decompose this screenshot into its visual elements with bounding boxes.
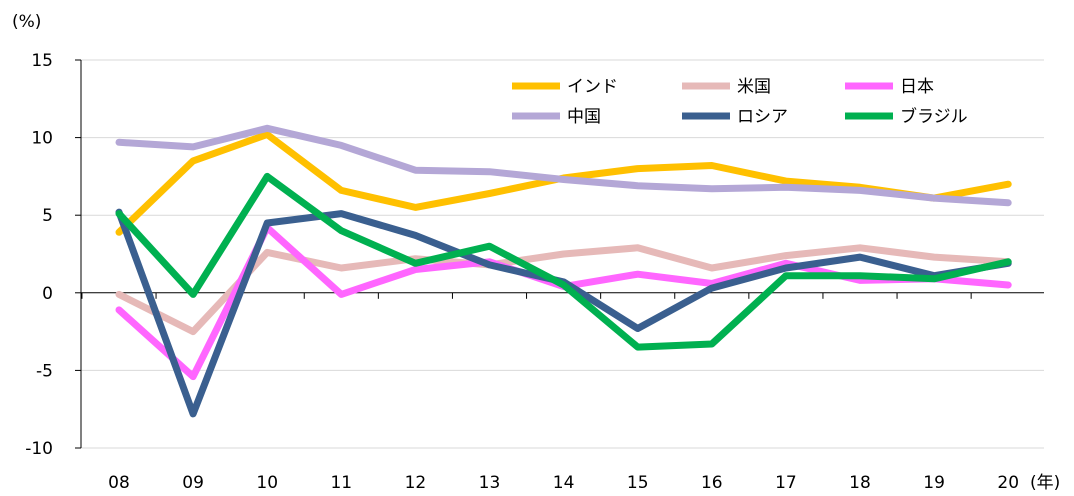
legend-label: 米国 (737, 77, 771, 97)
x-tick-label: 18 (849, 473, 871, 493)
legend-label: 日本 (900, 77, 934, 97)
x-tick-label: 16 (701, 473, 723, 493)
axes: 15 10 5 0 -5 -10 08 09 10 11 12 13 14 15 16 17 18 19 20 (25, 51, 1044, 493)
y-tick-label: 0 (42, 284, 53, 304)
x-tick-label: 14 (553, 473, 575, 493)
legend-label: 中国 (567, 107, 601, 127)
y-tick-label: -10 (25, 439, 53, 459)
series-line (115, 172, 1012, 351)
legend-label: ブラジル (900, 106, 968, 127)
x-tick-label: 13 (479, 473, 501, 493)
y-tick-label: -5 (36, 361, 53, 381)
series-line (115, 244, 1012, 336)
x-tick-label: 20 (997, 473, 1019, 493)
x-axis-unit-label: (年) (1030, 473, 1060, 493)
series-line (115, 131, 1012, 236)
x-tick-label: 08 (108, 473, 130, 493)
x-tick-label: 10 (256, 473, 278, 493)
y-tick-label: 15 (31, 51, 53, 71)
x-tick-label: 15 (627, 473, 649, 493)
x-tick-label: 17 (775, 473, 797, 493)
legend-label: インド (567, 77, 618, 97)
x-tick-label: 09 (182, 473, 204, 493)
series-lines (115, 124, 1012, 418)
y-tick-label: 5 (42, 206, 53, 226)
series-line (115, 124, 1012, 207)
y-tick-label: 10 (31, 129, 53, 149)
x-tick-label: 12 (405, 473, 427, 493)
y-axis-unit-label: (%) (12, 12, 41, 32)
series-line (115, 208, 1012, 418)
x-tick-label: 11 (330, 473, 352, 493)
legend-label: ロシア (737, 107, 788, 127)
x-tick-label: 19 (923, 473, 945, 493)
